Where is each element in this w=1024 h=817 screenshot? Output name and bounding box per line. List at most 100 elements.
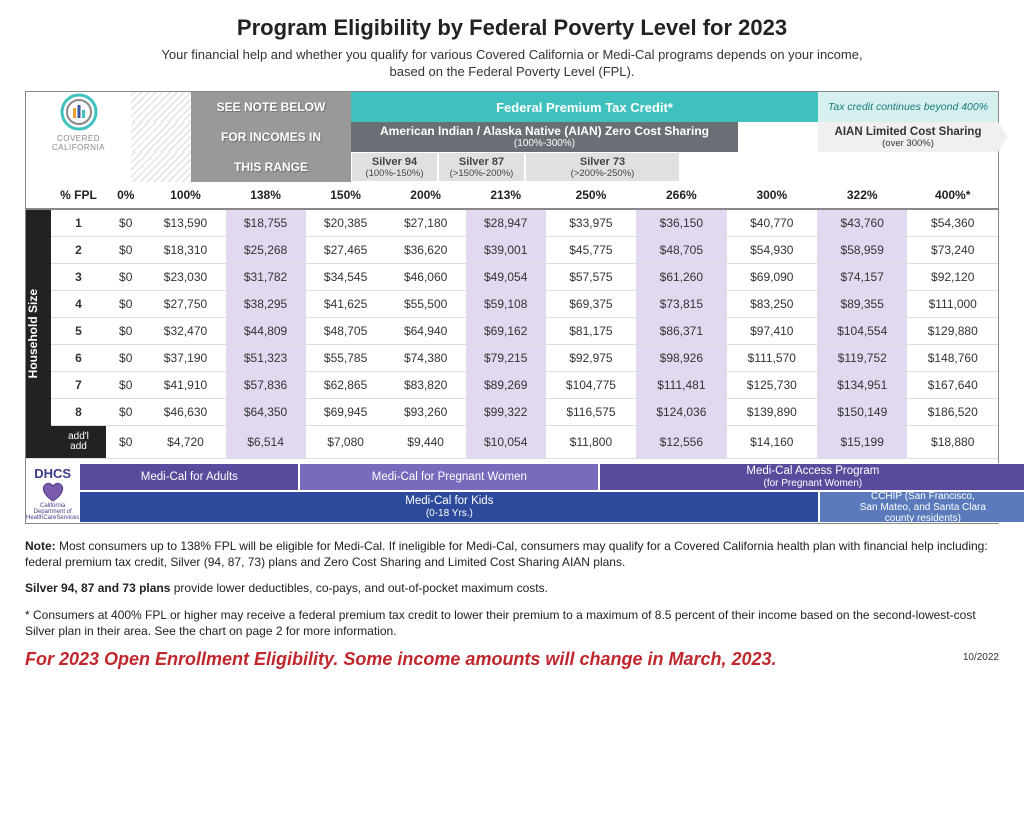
data-cell: $0 [106, 209, 145, 237]
program-cchip: CCHIP (San Francisco,San Mateo, and Sant… [819, 491, 1024, 523]
data-cell: $69,162 [466, 318, 546, 345]
column-header: 300% [727, 182, 817, 209]
table-row: 3$0$23,030$31,782$34,545$46,060$49,054$5… [26, 264, 998, 291]
data-cell: $0 [106, 372, 145, 399]
data-cell: $148,760 [907, 345, 998, 372]
data-cell: $12,556 [636, 426, 726, 459]
program-medi-cal-kids: Medi-Cal for Kids(0-18 Yrs.) [79, 491, 819, 523]
data-cell: $6,514 [226, 426, 306, 459]
data-cell: $37,190 [145, 345, 225, 372]
data-cell: $83,250 [727, 291, 817, 318]
data-cell: $111,481 [636, 372, 726, 399]
data-cell: $43,760 [817, 209, 907, 237]
table-row: 5$0$32,470$44,809$48,705$64,940$69,162$8… [26, 318, 998, 345]
data-cell: $28,947 [466, 209, 546, 237]
fpl-table: % FPL0%100%138%150%200%213%250%266%300%3… [26, 182, 998, 459]
data-cell: $48,705 [636, 237, 726, 264]
data-cell: $39,001 [466, 237, 546, 264]
column-header: 250% [546, 182, 636, 209]
data-cell: $49,054 [466, 264, 546, 291]
row-label: 7 [51, 372, 106, 399]
aian-limited-bar: AIAN Limited Cost Sharing (over 300%) [818, 122, 998, 152]
data-cell: $98,926 [636, 345, 726, 372]
data-cell: $4,720 [145, 426, 225, 459]
data-cell: $14,160 [727, 426, 817, 459]
column-header: 100% [145, 182, 225, 209]
data-cell: $81,175 [546, 318, 636, 345]
data-cell: $15,199 [817, 426, 907, 459]
data-cell: $73,815 [636, 291, 726, 318]
aian-zero-cost-bar: American Indian / Alaska Native (AIAN) Z… [351, 122, 738, 152]
data-cell: $139,890 [727, 399, 817, 426]
row-label: 1 [51, 209, 106, 237]
data-cell: $9,440 [386, 426, 466, 459]
data-cell: $59,108 [466, 291, 546, 318]
main-chart-box: COVERED CALIFORNIA SEE NOTE BELOW Federa… [25, 91, 999, 524]
data-cell: $0 [106, 399, 145, 426]
data-cell: $57,575 [546, 264, 636, 291]
tax-credit-note: Tax credit continues beyond 400% [818, 92, 998, 122]
data-cell: $129,880 [907, 318, 998, 345]
column-header: 266% [636, 182, 726, 209]
data-cell: $25,268 [226, 237, 306, 264]
data-cell: $61,260 [636, 264, 726, 291]
data-cell: $86,371 [636, 318, 726, 345]
data-cell: $104,554 [817, 318, 907, 345]
silver-tier-cell: Silver 87(>150%-200%) [438, 152, 525, 182]
data-cell: $125,730 [727, 372, 817, 399]
header-row-3: THIS RANGE Silver 94(100%-150%)Silver 87… [26, 152, 998, 182]
page-title: Program Eligibility by Federal Poverty L… [25, 15, 999, 41]
data-cell: $104,775 [546, 372, 636, 399]
data-cell: $34,545 [306, 264, 386, 291]
data-cell: $83,820 [386, 372, 466, 399]
data-cell: $10,054 [466, 426, 546, 459]
data-cell: $48,705 [306, 318, 386, 345]
row-label: 4 [51, 291, 106, 318]
data-cell: $7,080 [306, 426, 386, 459]
data-cell: $41,910 [145, 372, 225, 399]
table-row: add'ladd$0$4,720$6,514$7,080$9,440$10,05… [26, 426, 998, 459]
row-label: 3 [51, 264, 106, 291]
data-cell: $74,157 [817, 264, 907, 291]
data-cell: $73,240 [907, 237, 998, 264]
data-cell: $38,295 [226, 291, 306, 318]
data-cell: $92,975 [546, 345, 636, 372]
column-header: 150% [306, 182, 386, 209]
data-cell: $51,323 [226, 345, 306, 372]
data-cell: $89,269 [466, 372, 546, 399]
table-row: 2$0$18,310$25,268$27,465$36,620$39,001$4… [26, 237, 998, 264]
header-row-2: FOR INCOMES IN American Indian / Alaska … [26, 122, 998, 152]
data-cell: $18,310 [145, 237, 225, 264]
column-header: 200% [386, 182, 466, 209]
data-cell: $44,809 [226, 318, 306, 345]
header-row-1: COVERED CALIFORNIA SEE NOTE BELOW Federa… [26, 92, 998, 122]
program-medi-cal-access: Medi-Cal Access Program(for Pregnant Wom… [599, 463, 1024, 491]
data-cell: $186,520 [907, 399, 998, 426]
dhcs-logo: DHCS California Department of HealthCare… [26, 463, 79, 523]
table-row: 4$0$27,750$38,295$41,625$55,500$59,108$6… [26, 291, 998, 318]
programs-row: DHCS California Department of HealthCare… [26, 463, 998, 523]
data-cell: $45,775 [546, 237, 636, 264]
data-cell: $27,750 [145, 291, 225, 318]
hatch-background [131, 92, 191, 122]
data-cell: $18,880 [907, 426, 998, 459]
column-header: 400%* [907, 182, 998, 209]
data-cell: $55,500 [386, 291, 466, 318]
program-medi-cal-adults: Medi-Cal for Adults [79, 463, 299, 491]
data-cell: $0 [106, 237, 145, 264]
fpl-header: % FPL [51, 182, 106, 209]
row-label: add'ladd [51, 426, 106, 459]
data-cell: $23,030 [145, 264, 225, 291]
data-cell: $32,470 [145, 318, 225, 345]
data-cell: $36,620 [386, 237, 466, 264]
row-label: 8 [51, 399, 106, 426]
data-cell: $0 [106, 291, 145, 318]
data-cell: $40,770 [727, 209, 817, 237]
column-header: 213% [466, 182, 546, 209]
subtitle-1: Your financial help and whether you qual… [25, 47, 999, 62]
data-cell: $97,410 [727, 318, 817, 345]
silver-tier-cell: Silver 73(>200%-250%) [525, 152, 680, 182]
data-cell: $0 [106, 264, 145, 291]
data-cell: $41,625 [306, 291, 386, 318]
data-cell: $36,150 [636, 209, 726, 237]
